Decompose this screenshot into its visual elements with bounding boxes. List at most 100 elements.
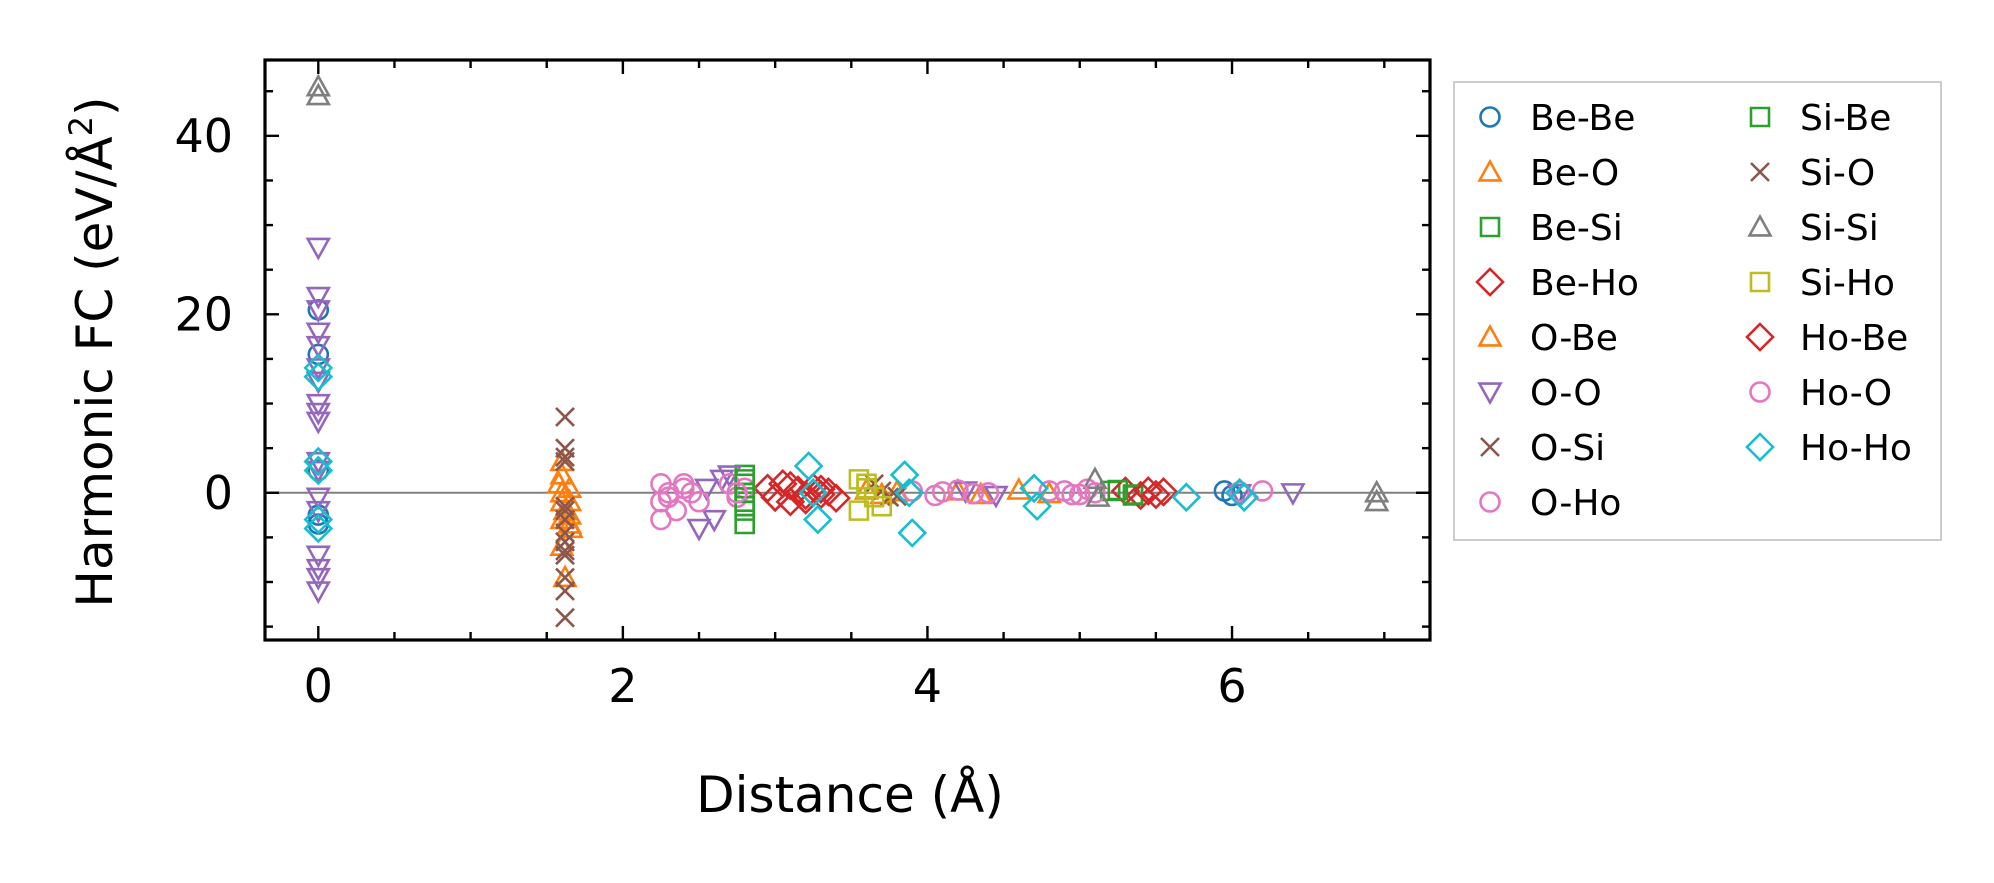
y-axis-label: Harmonic FC (eV/Å2)	[62, 96, 124, 607]
data-point	[549, 479, 575, 503]
legend-marker	[1750, 162, 1770, 182]
y-tick-label: 0	[204, 466, 233, 520]
legend-label: O-Be	[1530, 318, 1618, 359]
y-tick-labels: 0 20 40	[174, 109, 233, 520]
data-point	[555, 407, 575, 427]
series-si-si	[305, 73, 1390, 512]
data-point	[555, 523, 575, 543]
data-point	[1085, 484, 1111, 507]
data-point	[871, 495, 893, 517]
legend-marker	[1745, 322, 1775, 352]
data-point	[806, 474, 836, 505]
data-point	[1038, 480, 1061, 502]
data-point	[303, 513, 334, 544]
x-tick-label: 4	[913, 659, 942, 713]
legend-marker	[1747, 213, 1773, 237]
legend-marker	[1475, 267, 1505, 297]
data-point	[798, 477, 829, 508]
legend-marker	[1745, 432, 1775, 462]
y-axis-label-tail: )	[66, 96, 124, 116]
data-point	[305, 322, 332, 346]
legend-label: Ho-Ho	[1800, 428, 1912, 469]
data-point	[303, 455, 334, 486]
y-tick-label: 40	[174, 109, 233, 163]
data-point	[1148, 477, 1179, 507]
data-point	[303, 361, 334, 392]
data-point	[305, 545, 332, 569]
legend-label: Ho-O	[1800, 373, 1892, 414]
data-point	[1125, 480, 1156, 511]
data-point	[931, 481, 954, 503]
legend-label: Si-Si	[1800, 208, 1879, 249]
x-tick-label: 6	[1217, 659, 1246, 713]
plot-frame	[263, 58, 1432, 642]
y-tick-label: 20	[174, 287, 233, 341]
data-point	[793, 451, 824, 481]
legend-marker	[1749, 381, 1771, 403]
data-point	[775, 470, 806, 501]
data-point	[897, 518, 928, 548]
data-point	[305, 460, 332, 484]
x-axis-label: Distance (Å)	[696, 766, 1004, 824]
data-point	[889, 460, 920, 490]
data-point	[734, 495, 756, 517]
legend-marker	[1477, 323, 1503, 347]
data-point	[1141, 479, 1171, 510]
data-point	[686, 518, 712, 542]
data-point	[947, 479, 969, 501]
x-tick-labels: 0 2 4 6	[304, 659, 1247, 713]
data-point	[555, 581, 575, 601]
legend-label: Si-Be	[1800, 98, 1891, 139]
data-point	[1280, 483, 1306, 506]
series-si-ho	[848, 469, 893, 521]
data-point	[305, 335, 332, 359]
data-point	[1068, 483, 1091, 506]
x-tick-label: 0	[304, 659, 333, 713]
data-point	[1084, 481, 1106, 504]
series-ho-be	[760, 470, 1171, 513]
data-point	[1363, 479, 1390, 503]
data-point	[303, 353, 334, 383]
series-ho-o	[657, 477, 1274, 513]
data-point	[555, 607, 575, 628]
data-point	[305, 82, 332, 106]
legend-label: Be-Si	[1530, 208, 1623, 249]
data-point	[1133, 476, 1164, 506]
data-point	[856, 473, 877, 495]
plot-area	[263, 58, 1432, 642]
data-point	[1053, 480, 1076, 502]
legend-marker	[1477, 382, 1503, 406]
data-point	[1122, 484, 1144, 505]
data-point	[863, 486, 885, 508]
data-markers	[303, 73, 1390, 628]
legend-marker	[1749, 106, 1771, 128]
legend-label: Be-Ho	[1530, 263, 1639, 304]
legend-label: O-Ho	[1530, 483, 1621, 524]
data-point	[1228, 481, 1251, 503]
data-point	[555, 545, 575, 566]
y-axis-label-superscript: 2	[62, 116, 100, 136]
legend-label: Be-Be	[1530, 98, 1635, 139]
legend-label: Si-O	[1800, 153, 1875, 194]
legend-marker	[1480, 437, 1500, 457]
legend-marker	[1479, 106, 1501, 128]
data-point	[305, 300, 332, 324]
data-point	[848, 500, 870, 521]
data-point	[977, 481, 1000, 504]
data-point	[726, 481, 748, 504]
data-point	[1006, 476, 1032, 500]
legend-marker	[1479, 216, 1501, 238]
data-point	[1107, 479, 1129, 501]
data-point	[555, 500, 575, 521]
data-point	[305, 237, 332, 261]
data-point	[790, 480, 821, 511]
legend-frame	[1453, 81, 1942, 541]
data-point	[552, 564, 578, 588]
legend: Be-Be Be-O Be-Si Be-Ho O-Be O-O O-Si O-H…	[1453, 81, 1942, 541]
data-point	[305, 73, 332, 97]
data-point	[672, 477, 695, 500]
legend-label: Si-Ho	[1800, 263, 1895, 304]
x-tick-label: 2	[608, 659, 637, 713]
data-point	[305, 567, 332, 591]
